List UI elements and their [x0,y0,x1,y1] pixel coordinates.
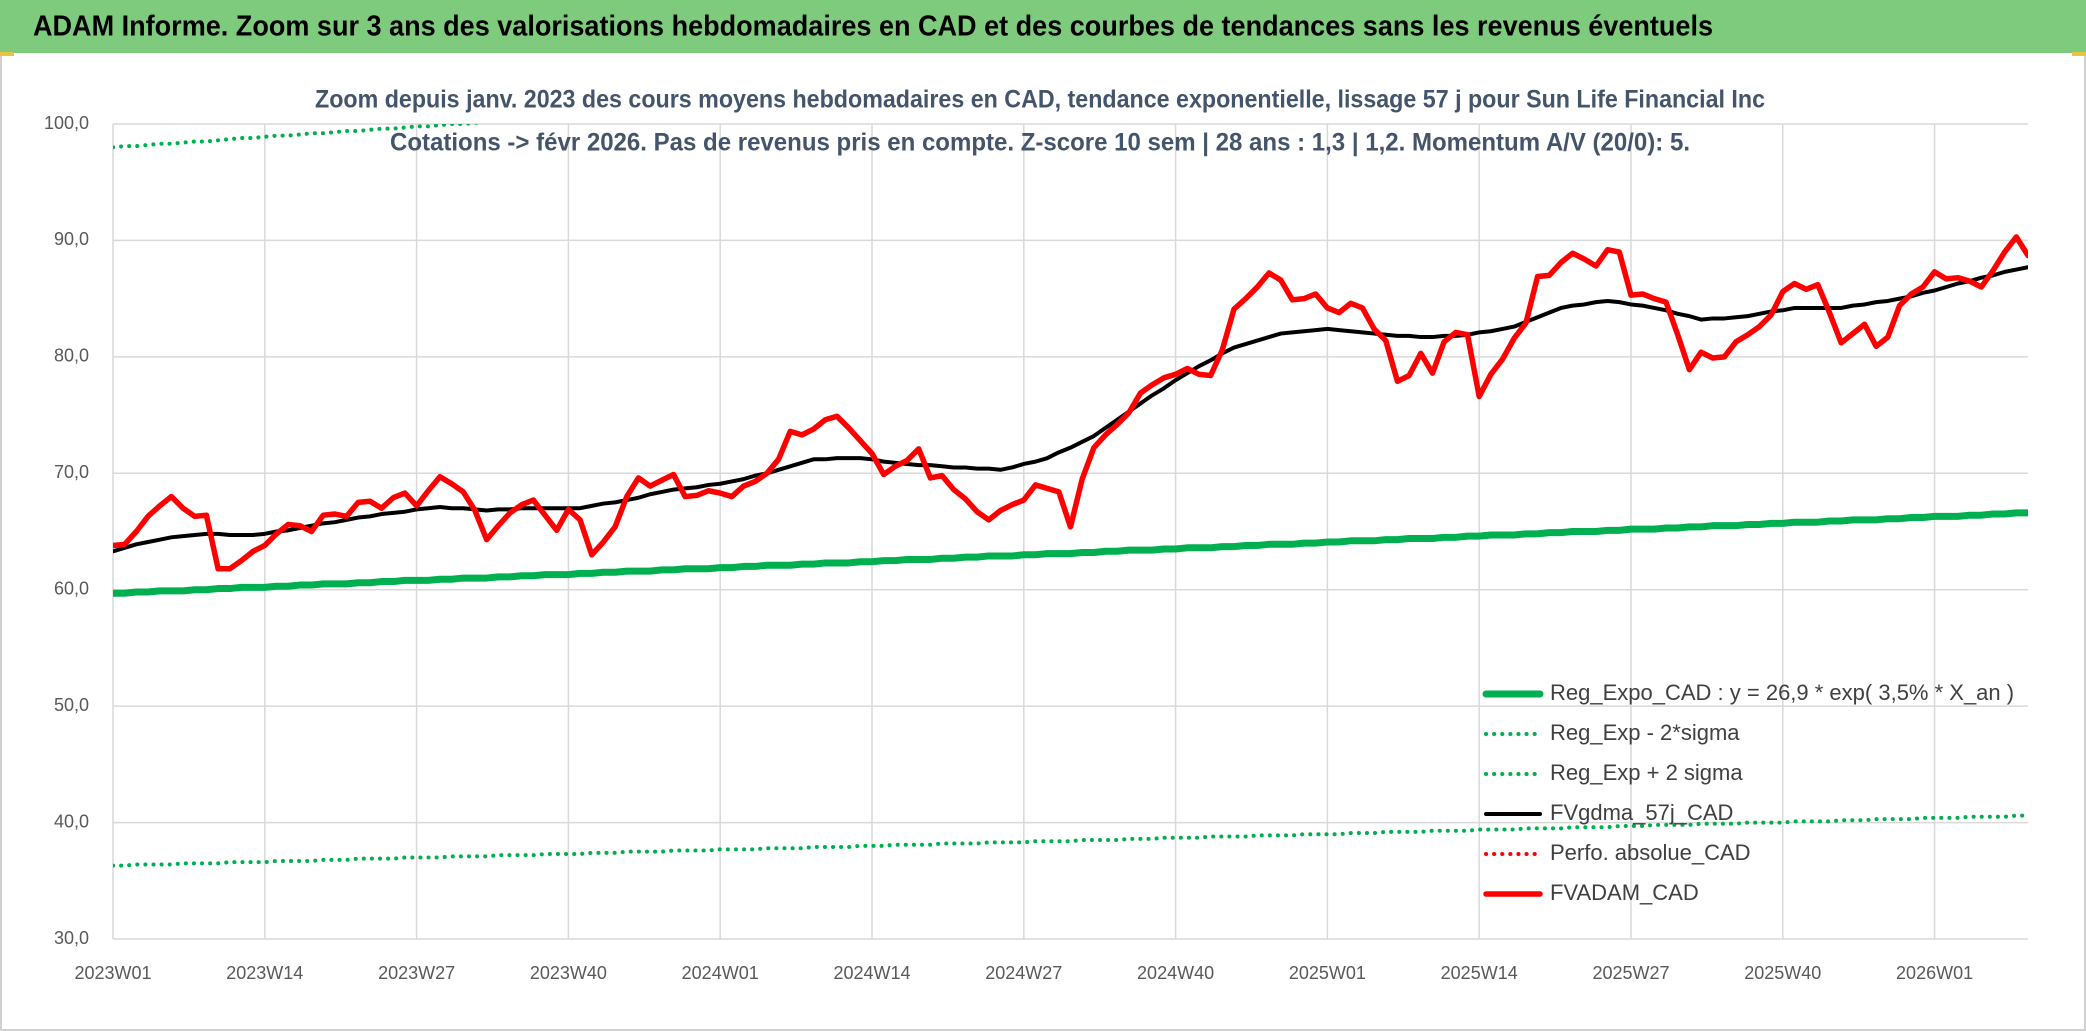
x-tick-label: 2024W01 [682,963,759,983]
y-tick-label: 50,0 [54,695,89,715]
x-tick-label: 2025W27 [1592,963,1669,983]
legend-label: Reg_Exp - 2*sigma [1550,720,1740,745]
chart-subtitle: Cotations -> févr 2026. Pas de revenus p… [390,129,1690,157]
x-tick-label: 2025W40 [1744,963,1821,983]
x-tick-label: 2026W01 [1896,963,1973,983]
y-tick-label: 80,0 [54,346,89,366]
legend-label: Reg_Exp + 2 sigma [1550,760,1743,785]
legend-label: FVgdma_57j_CAD [1550,800,1733,825]
chart-title: Zoom depuis janv. 2023 des cours moyens … [315,86,1765,114]
series-line [113,234,2028,572]
header-bar [0,0,2086,53]
x-tick-label: 2023W14 [226,963,303,983]
y-tick-label: 90,0 [54,229,89,249]
y-tick-label: 40,0 [54,811,89,831]
x-tick-label: 2023W01 [74,963,151,983]
header-title: ADAM Informe. Zoom sur 3 ans des valoris… [33,11,1713,43]
x-tick-label: 2025W01 [1289,963,1366,983]
y-tick-label: 100,0 [44,113,89,133]
y-tick-label: 60,0 [54,578,89,598]
corner [0,52,14,56]
x-tick-label: 2024W40 [1137,963,1214,983]
x-tick-label: 2023W27 [378,963,455,983]
legend-label: FVADAM_CAD [1550,880,1699,905]
legend-label: Reg_Expo_CAD : y = 26,9 * exp( 3,5% * X_… [1550,680,2014,705]
series-line [113,509,2028,597]
x-tick-label: 2024W27 [985,963,1062,983]
corner [2072,52,2086,56]
x-tick-label: 2024W14 [833,963,910,983]
x-tick-label: 2023W40 [530,963,607,983]
y-tick-label: 70,0 [54,462,89,482]
legend-label: Perfo. absolue_CAD [1550,840,1751,865]
series-line [113,265,2028,554]
y-tick-label: 30,0 [54,928,89,948]
x-tick-label: 2025W14 [1441,963,1518,983]
